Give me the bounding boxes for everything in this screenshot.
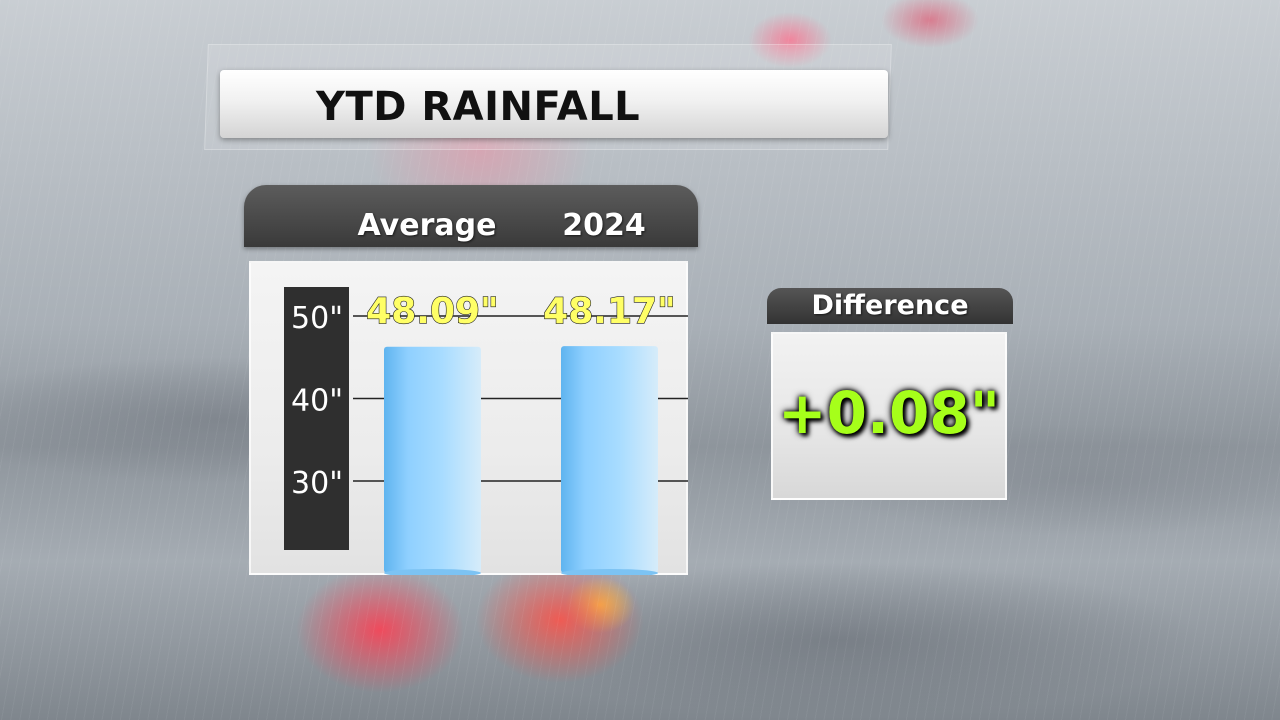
bar-chart: 30" 40" 50" 48.09" 48.17" (284, 287, 688, 575)
title-banner (220, 70, 888, 138)
y-tick-label-30: 30" (291, 466, 343, 501)
bar-base-average (384, 569, 481, 575)
category-label-average: Average (357, 208, 497, 243)
difference-box (771, 332, 1007, 500)
difference-label: Difference (811, 290, 969, 321)
difference-value: +0.08" (778, 379, 1000, 447)
y-axis-panel (284, 287, 349, 550)
chart-header-tab (244, 185, 698, 247)
y-tick-label-50: 50" (291, 301, 343, 336)
difference-header (767, 288, 1013, 324)
y-tick-labels: 30" 40" 50" (291, 301, 343, 501)
bar-base-2024 (561, 569, 658, 575)
bar-2024 (561, 346, 658, 573)
value-label-average: 48.09" (366, 291, 499, 332)
category-label-2024: 2024 (562, 208, 646, 243)
value-labels: 48.09" 48.17" (366, 290, 677, 332)
y-tick-label-40: 40" (291, 384, 343, 419)
chart-title: YTD RAINFALL (316, 84, 641, 130)
bars (384, 346, 658, 575)
bar-average (384, 346, 481, 573)
value-label-2024: 48.17" (543, 291, 676, 332)
